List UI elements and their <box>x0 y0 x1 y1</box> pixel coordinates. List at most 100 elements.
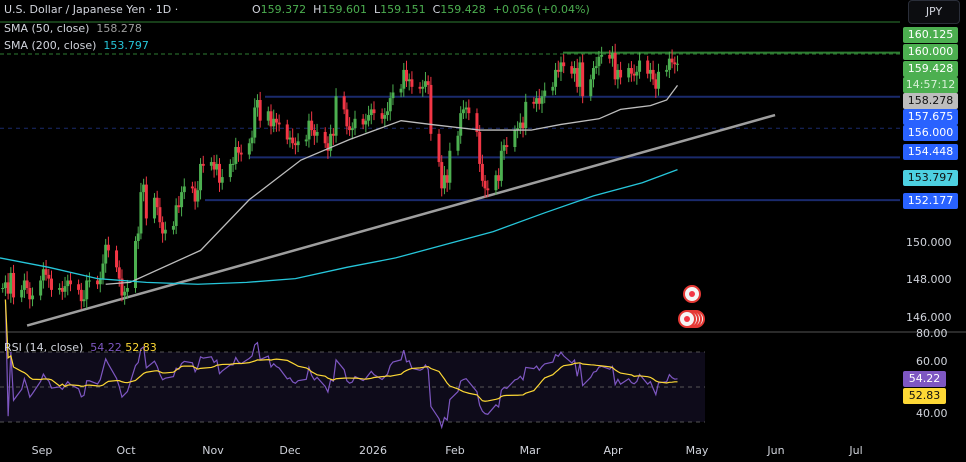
candle-body <box>293 143 297 146</box>
candle-body <box>144 184 148 219</box>
candle-body <box>25 280 29 288</box>
candle-body <box>597 56 601 67</box>
price-label: 157.675 <box>903 109 958 125</box>
candle-body <box>96 280 100 285</box>
candle-body <box>28 288 32 300</box>
sma200-line <box>0 169 678 285</box>
candle-body <box>646 60 650 74</box>
candle-body <box>255 100 259 108</box>
candle-body <box>494 175 498 191</box>
price-label: 160.000 <box>903 44 958 60</box>
candle-body <box>423 81 427 87</box>
candle-body <box>543 90 547 97</box>
candle-body <box>220 177 224 183</box>
low-value: 159.151 <box>380 3 426 16</box>
candle-body <box>418 86 422 89</box>
candle-body <box>212 162 216 170</box>
candle-body <box>209 162 213 166</box>
rsi-legend[interactable]: RSI (14, close) 54.22 52.83 <box>4 341 157 354</box>
candle-body <box>372 109 376 114</box>
candle-body <box>632 73 636 76</box>
candle-body <box>426 81 430 85</box>
candle-body <box>182 186 186 193</box>
price-label: 153.797 <box>903 170 958 186</box>
candle-body <box>467 107 471 114</box>
candle-body <box>673 62 677 65</box>
candle-body <box>123 291 127 296</box>
candle-body <box>236 147 240 153</box>
candle-body <box>516 128 520 131</box>
price-label: 152.177 <box>903 193 958 209</box>
candle-body <box>171 225 175 230</box>
candle-body <box>196 190 200 202</box>
rsi-label: RSI (14, close) <box>4 341 84 354</box>
low-label: L <box>373 3 381 16</box>
candle-body <box>589 79 593 97</box>
x-tick-label: Jul <box>849 444 863 457</box>
candle-body <box>361 118 365 125</box>
candle-body <box>49 278 53 290</box>
candle-body <box>521 122 525 129</box>
price-label: 158.278 <box>903 93 958 109</box>
high-label: H <box>313 3 322 16</box>
candle-body <box>39 280 43 296</box>
candle-body <box>502 145 506 151</box>
price-label: 159.428 <box>903 61 958 77</box>
candle-body <box>367 115 371 121</box>
event-marker-dot <box>684 316 690 322</box>
rsi-ma-line <box>4 299 678 402</box>
candle-body <box>272 118 276 127</box>
sma50-legend[interactable]: SMA (50, close) 158.278 <box>4 22 142 35</box>
candle-body <box>115 250 119 268</box>
rsi-tick: 60.00 <box>916 355 948 368</box>
candle-body <box>329 133 333 151</box>
candle-body <box>87 280 91 282</box>
candle-body <box>380 113 384 119</box>
candle-body <box>635 71 639 76</box>
candle-body <box>215 163 219 170</box>
candle-body <box>218 163 222 183</box>
candle-body <box>155 197 159 208</box>
close-value: 159.428 <box>440 3 486 16</box>
candle-body <box>193 188 197 202</box>
candle-body <box>570 66 574 74</box>
candle-body <box>445 175 449 183</box>
sma200-legend[interactable]: SMA (200, close) 153.797 <box>4 39 149 52</box>
candle-body <box>629 68 633 74</box>
candle-body <box>85 280 89 300</box>
candle-body <box>350 128 354 131</box>
candle-body <box>152 197 156 219</box>
sma50-label: SMA (50, close) <box>4 22 90 35</box>
candle-body <box>82 299 86 302</box>
candle-body <box>480 163 484 181</box>
candle-body <box>228 163 232 178</box>
candle-body <box>540 96 544 104</box>
currency-button[interactable]: JPY <box>908 0 960 24</box>
candle-body <box>201 163 205 166</box>
candle-body <box>551 86 555 91</box>
candle-body <box>440 162 444 189</box>
candle-body <box>407 79 411 82</box>
candle-body <box>442 175 446 189</box>
candle-body <box>101 263 105 279</box>
candle-body <box>139 192 143 234</box>
change-value: +0.056 (+0.04%) <box>492 3 590 16</box>
candle-body <box>288 137 292 140</box>
candle-body <box>608 54 612 59</box>
symbol-title[interactable]: U.S. Dollar / Japanese Yen · 1D · <box>4 3 179 16</box>
open-value: 159.372 <box>260 3 307 16</box>
candle-body <box>573 68 577 74</box>
rsi-value-label: 52.83 <box>903 388 946 404</box>
ohlc-readout: O159.372 H159.601 L159.151 C159.428 +0.0… <box>252 3 590 16</box>
candle-body <box>58 288 62 290</box>
candle-body <box>79 289 83 302</box>
price-label: 14:57:12 <box>903 77 958 93</box>
candle-body <box>399 88 403 93</box>
candle-body <box>285 124 289 140</box>
candle-body <box>253 107 257 138</box>
candle-body <box>537 98 541 104</box>
candle-body <box>68 280 72 285</box>
candle-body <box>120 278 124 296</box>
candle-body <box>20 289 24 298</box>
